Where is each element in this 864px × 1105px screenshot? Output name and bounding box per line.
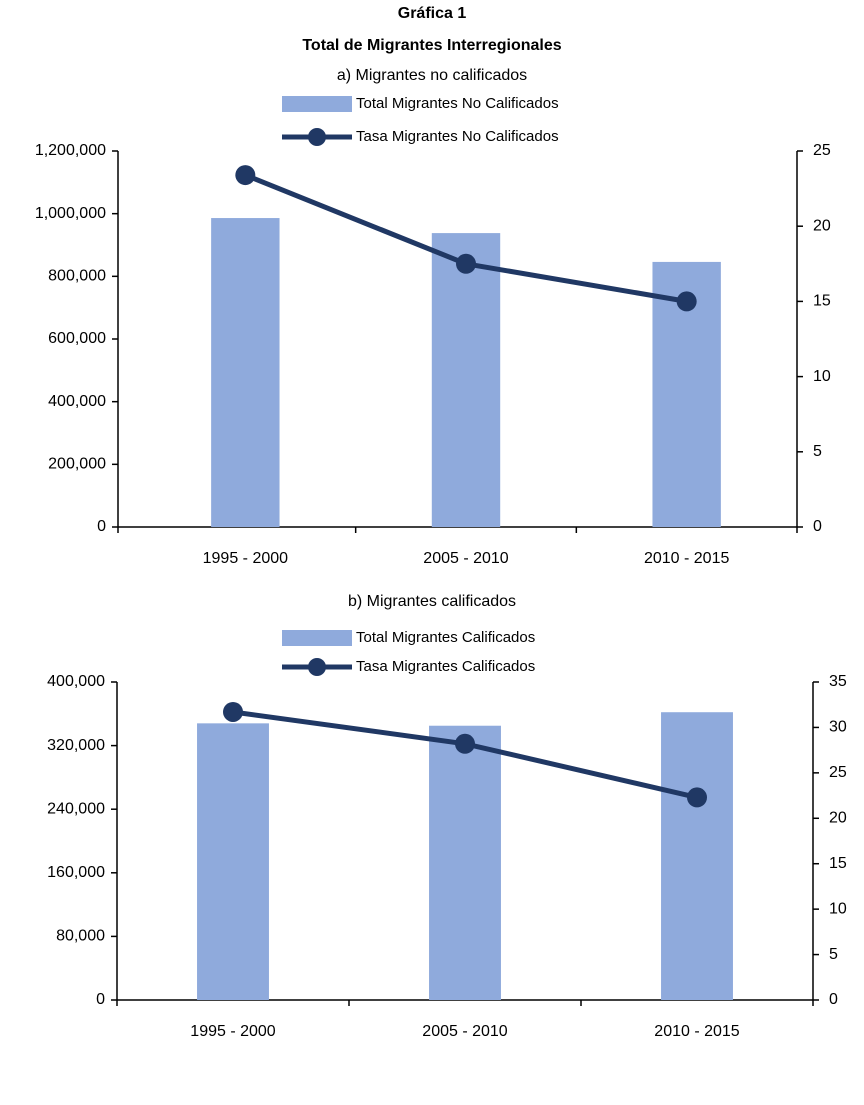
x-tick-label: 1995 - 2000 xyxy=(190,1023,276,1040)
bar xyxy=(197,723,269,1000)
y-tick-label: 0 xyxy=(96,991,105,1008)
x-tick-label: 2005 - 2010 xyxy=(423,550,509,567)
y2-tick-label: 15 xyxy=(829,855,847,872)
y2-tick-label: 0 xyxy=(829,991,838,1008)
y2-tick-label: 5 xyxy=(829,946,838,963)
y-tick-label: 0 xyxy=(97,518,106,535)
legend-swatch xyxy=(282,630,352,646)
y-tick-label: 200,000 xyxy=(48,456,106,473)
x-tick-label: 2010 - 2015 xyxy=(644,550,730,567)
line-marker xyxy=(676,291,697,312)
y2-tick-label: 30 xyxy=(829,719,847,736)
y-tick-label: 80,000 xyxy=(56,928,105,945)
bar xyxy=(211,218,280,527)
y-tick-label: 1,200,000 xyxy=(35,142,106,159)
y2-tick-label: 10 xyxy=(829,900,847,917)
line-marker xyxy=(455,733,475,754)
y2-tick-label: 0 xyxy=(813,518,822,535)
x-tick-label: 1995 - 2000 xyxy=(203,550,289,567)
x-tick-label: 2010 - 2015 xyxy=(654,1023,740,1040)
y2-tick-label: 20 xyxy=(813,217,831,234)
y2-tick-label: 5 xyxy=(813,443,822,460)
x-tick-label: 2005 - 2010 xyxy=(422,1023,508,1040)
y2-tick-label: 15 xyxy=(813,293,831,310)
bar xyxy=(431,233,501,528)
line-marker xyxy=(223,701,243,722)
y2-tick-label: 35 xyxy=(829,673,847,690)
y2-tick-label: 25 xyxy=(813,142,831,159)
legend-swatch xyxy=(282,96,352,112)
y2-tick-label: 25 xyxy=(829,764,847,781)
line-marker xyxy=(687,787,707,808)
y2-tick-label: 20 xyxy=(829,810,847,827)
chart-subtitle: b) Migrantes calificados xyxy=(348,593,516,610)
legend-marker xyxy=(308,128,326,146)
legend-label: Total Migrantes Calificados xyxy=(356,629,535,646)
bar xyxy=(429,725,501,1000)
y-tick-label: 800,000 xyxy=(48,268,106,285)
y-tick-label: 600,000 xyxy=(48,330,106,347)
page-title: Gráfica 1 xyxy=(398,5,467,22)
y-tick-label: 400,000 xyxy=(47,673,105,690)
line-marker xyxy=(456,253,476,274)
page-subtitle: Total de Migrantes Interregionales xyxy=(302,37,561,54)
y2-tick-label: 10 xyxy=(813,368,831,385)
line-marker xyxy=(235,165,256,186)
y-tick-label: 160,000 xyxy=(47,864,105,881)
y-tick-label: 1,000,000 xyxy=(35,205,106,222)
legend-label: Tasa Migrantes Calificados xyxy=(356,658,535,675)
legend-label: Tasa Migrantes No Calificados xyxy=(356,128,559,145)
y-tick-label: 400,000 xyxy=(48,393,106,410)
legend-label: Total Migrantes No Calificados xyxy=(356,95,559,112)
legend-marker xyxy=(308,658,326,676)
chart-subtitle: a) Migrantes no calificados xyxy=(337,67,527,84)
y-tick-label: 240,000 xyxy=(47,800,105,817)
bar xyxy=(661,712,733,1000)
y-tick-label: 320,000 xyxy=(47,737,105,754)
